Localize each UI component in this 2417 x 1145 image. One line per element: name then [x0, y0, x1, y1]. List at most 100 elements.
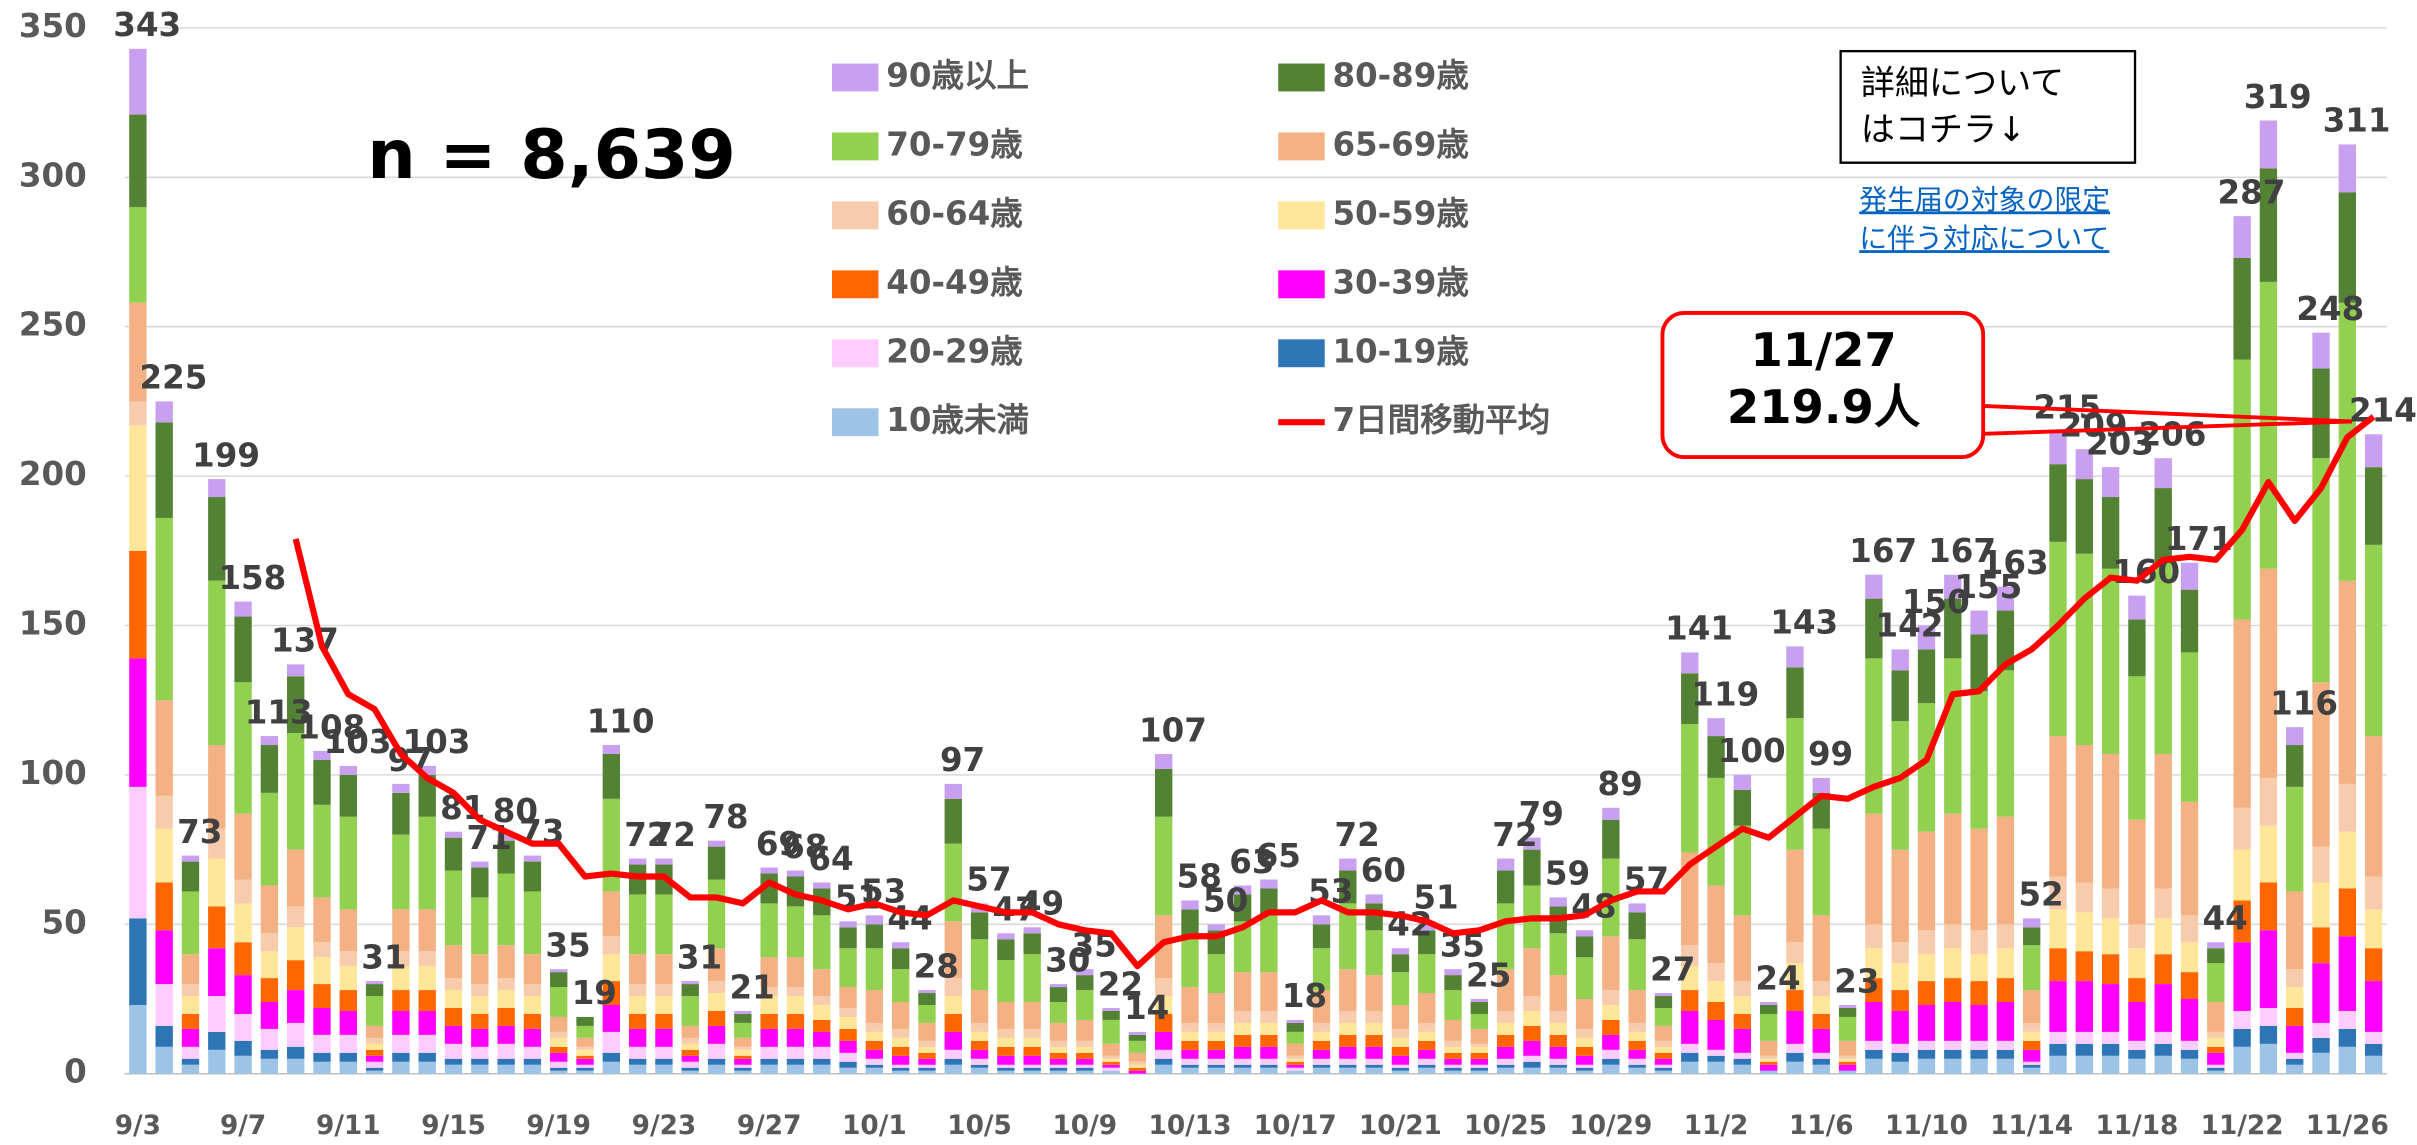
- bar-segment: [1970, 1058, 1988, 1074]
- bar-segment: [1365, 903, 1383, 931]
- bar-segment: [1496, 870, 1515, 904]
- bar-segment: [707, 840, 726, 847]
- bar-segment: [2049, 431, 2067, 465]
- bar-segment: [155, 700, 173, 796]
- bar-segment: [365, 984, 384, 997]
- bar-segment: [2023, 1049, 2041, 1062]
- bar-segment: [181, 1046, 200, 1059]
- total-label: 103: [324, 723, 392, 761]
- bar-segment: [2207, 1064, 2225, 1068]
- bar-segment: [997, 960, 1015, 1003]
- bar-segment: [1549, 1046, 1567, 1059]
- bar-segment: [1628, 1040, 1646, 1050]
- bar-segment: [444, 1064, 463, 1074]
- bar-segment: [1838, 1040, 1857, 1056]
- legend-label: 40-49歳: [886, 263, 1023, 301]
- bar-segment: [839, 948, 857, 988]
- total-label: 141: [1665, 610, 1733, 648]
- bar-segment: [1155, 1031, 1173, 1050]
- bar-segment: [313, 984, 331, 1008]
- x-tick-label: 9/19: [526, 1111, 591, 1141]
- bar-segment: [1391, 1046, 1410, 1056]
- bar-segment: [839, 1007, 857, 1017]
- bar-segment: [1865, 924, 1883, 949]
- link[interactable]: 発生届の対象の限定: [1859, 183, 2110, 216]
- bar-segment: [1733, 789, 1752, 826]
- bar-segment: [1102, 1070, 1120, 1074]
- bar-segment: [760, 903, 778, 958]
- bar-segment: [1418, 1022, 1436, 1032]
- bar-segment: [1181, 1049, 1199, 1059]
- bar-segment: [1339, 1058, 1357, 1065]
- bar-segment: [1312, 1058, 1331, 1065]
- bar-segment: [1155, 996, 1173, 1014]
- total-label: 99: [1808, 735, 1853, 773]
- bar-segment: [2286, 727, 2304, 746]
- bar-segment: [444, 831, 463, 838]
- total-label: 73: [177, 813, 222, 851]
- bar-segment: [1102, 1064, 1120, 1068]
- bar-segment: [786, 870, 805, 877]
- bar-segment: [287, 990, 305, 1023]
- bar-segment: [365, 1043, 384, 1050]
- bar-segment: [2286, 1025, 2304, 1053]
- bar-segment: [1260, 1034, 1278, 1047]
- bar-segment: [1944, 1049, 1962, 1059]
- bar-segment: [1444, 1019, 1462, 1041]
- bar-segment: [2128, 819, 2146, 925]
- bar-segment: [1049, 1022, 1068, 1041]
- bar-segment: [1628, 903, 1646, 913]
- bar-segment: [655, 984, 673, 997]
- bar-segment: [1917, 649, 1936, 704]
- bar-segment: [918, 1067, 936, 1071]
- bar-segment: [1707, 885, 1725, 964]
- bar-segment: [129, 48, 147, 115]
- bar-segment: [1602, 1058, 1620, 1065]
- bar-segment: [1681, 945, 1699, 967]
- bar-segment: [1181, 1040, 1199, 1050]
- bar-segment: [1523, 996, 1541, 1011]
- bar-segment: [2364, 909, 2383, 949]
- bar-segment: [839, 1040, 857, 1053]
- bar-segment: [2180, 652, 2199, 802]
- bar-segment: [2259, 568, 2278, 778]
- bar-segment: [1996, 586, 2015, 611]
- bar-segment: [1049, 1040, 1068, 1047]
- link[interactable]: に伴う対応について: [1859, 222, 2109, 255]
- x-tick-label: 10/29: [1569, 1111, 1652, 1141]
- bar-segment: [1602, 1064, 1620, 1074]
- bar-segment: [523, 954, 542, 985]
- bar-segment: [2207, 1067, 2225, 1071]
- bar-segment: [2338, 580, 2357, 784]
- bar-segment: [1681, 1010, 1699, 1044]
- bar-segment: [2075, 745, 2093, 883]
- callout-value: 219.9人: [1727, 380, 1921, 434]
- bar-segment: [1102, 1055, 1120, 1059]
- bar-segment: [734, 1010, 752, 1014]
- bar-segment: [1365, 894, 1383, 904]
- bar-segment: [1891, 1052, 1909, 1062]
- total-label: 59: [1545, 855, 1590, 893]
- bar-segment: [365, 1055, 384, 1062]
- bar-segment: [813, 1031, 831, 1047]
- total-label: 31: [361, 938, 406, 976]
- bar-segment: [1076, 1052, 1094, 1059]
- bar-segment: [287, 1022, 305, 1047]
- bar-segment: [655, 1028, 673, 1047]
- bar-segment: [1838, 1004, 1857, 1008]
- bar-segment: [839, 1067, 857, 1074]
- bar-segment: [1970, 691, 1988, 829]
- total-label: 167: [1849, 532, 1917, 570]
- total-label: 79: [1519, 795, 1564, 833]
- bar-segment: [918, 1070, 936, 1074]
- bar-segment: [155, 422, 173, 518]
- bar-segment: [786, 1064, 805, 1074]
- bar-segment: [365, 1049, 384, 1056]
- legend-swatch: [832, 270, 879, 299]
- bar-segment: [234, 813, 252, 880]
- bar-segment: [234, 616, 252, 683]
- bar-segment: [2233, 257, 2251, 360]
- bar-segment: [1444, 1067, 1462, 1071]
- bar-segment: [155, 828, 173, 883]
- bar-segment: [550, 1037, 568, 1047]
